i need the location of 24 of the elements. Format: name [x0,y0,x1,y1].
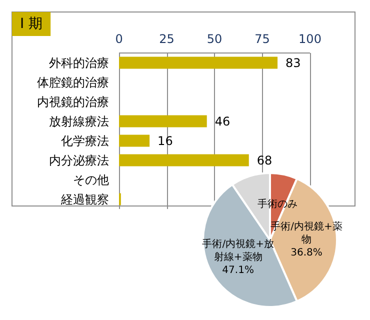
chart-title: Ⅰ 期 [20,16,43,32]
y-tick-label: 経過観察 [60,192,109,206]
data-label: 36.8% [290,248,322,258]
y-tick-label: 化学療法 [61,134,109,148]
y-tick-label: 体腔鏡的治療 [37,75,109,90]
bar [119,56,278,69]
y-tick-label: 内分泌療法 [49,153,109,168]
data-label: 68 [256,153,272,168]
bar [119,154,249,166]
y-tick-label: 内視鏡的治療 [37,94,109,109]
bar [119,134,150,147]
y-tick-label: 外科的治療 [49,56,109,70]
data-label: 47.1% [222,265,254,276]
y-tick-label: 放射線療法 [49,114,109,128]
y-tick-label: その他 [73,172,109,187]
x-tick-label: 0 [115,32,123,46]
x-tick-label: 50 [206,32,222,46]
data-label: 46 [214,114,230,128]
x-tick-label: 25 [159,32,174,46]
x-tick-label: 75 [254,32,270,46]
data-label: 16 [158,134,173,148]
x-tick-label: 100 [298,32,322,46]
data-label: 83 [286,56,301,70]
bar [119,115,207,128]
